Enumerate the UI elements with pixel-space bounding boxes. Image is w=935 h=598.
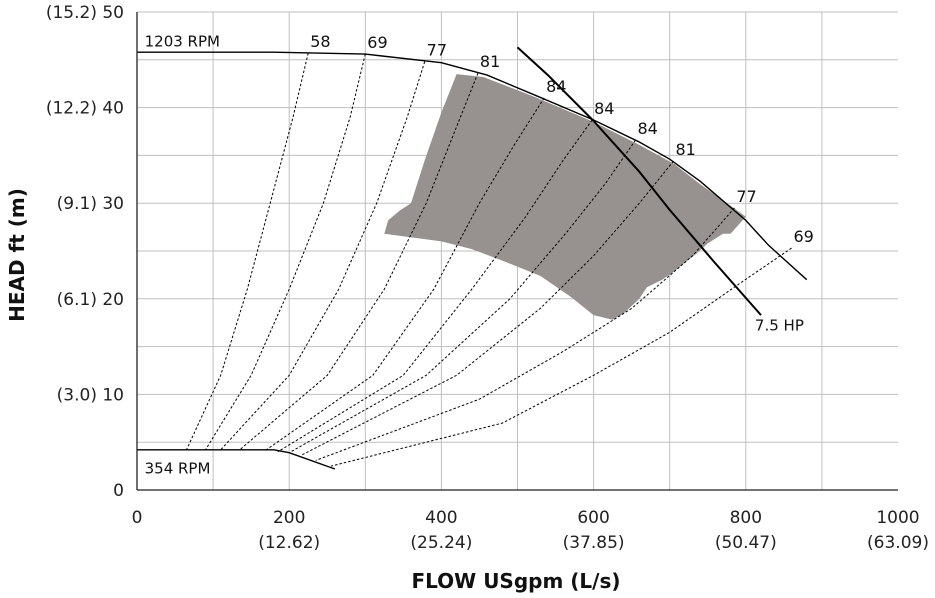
chart-labels: 0 (3.0) 10 (6.1) 20 (9.1) 30 (12.2) 40 (15.2)… bbox=[46, 3, 929, 553]
efficiency-curves bbox=[186, 52, 792, 467]
efficiency-curve bbox=[220, 61, 426, 451]
x-tick-sublabel: (25.24) bbox=[410, 533, 472, 553]
x-tick-label: 600 bbox=[577, 508, 609, 528]
efficiency-curve bbox=[288, 139, 636, 454]
x-tick-label: 200 bbox=[273, 508, 305, 528]
shaded-region bbox=[384, 74, 746, 320]
efficiency-curve bbox=[266, 97, 545, 451]
x-tick-label: 1000 bbox=[876, 508, 919, 528]
x-tick-label: 0 bbox=[132, 508, 143, 528]
efficiency-label: 58 bbox=[310, 32, 330, 51]
y-tick-label: (9.1) 30 bbox=[57, 194, 124, 214]
efficiency-curve bbox=[186, 52, 309, 451]
y-tick-label: (15.2) 50 bbox=[46, 3, 124, 23]
x-tick-sublabel: (63.09) bbox=[867, 533, 929, 553]
efficiency-label: 84 bbox=[637, 119, 657, 138]
efficiency-label: 84 bbox=[546, 77, 566, 96]
x-tick-sublabel: (37.85) bbox=[563, 533, 625, 553]
efficiency-label: 77 bbox=[427, 41, 447, 60]
horsepower-line bbox=[516, 46, 762, 316]
y-tick-label: 0 bbox=[113, 481, 124, 501]
x-tick-sublabel: (50.47) bbox=[715, 533, 777, 553]
x-tick-label: 800 bbox=[730, 508, 762, 528]
curve-annotation: 1203 RPM bbox=[145, 32, 220, 50]
efficiency-curve bbox=[205, 53, 366, 451]
efficiency-label: 69 bbox=[367, 33, 387, 52]
curve-annotation: 354 RPM bbox=[145, 460, 211, 478]
x-tick-sublabel: (12.62) bbox=[258, 533, 320, 553]
efficiency-curve bbox=[300, 160, 674, 457]
speed-curve bbox=[137, 449, 336, 470]
x-tick-label: 400 bbox=[425, 508, 457, 528]
efficiency-label: 77 bbox=[736, 187, 756, 206]
efficiency-label: 84 bbox=[594, 99, 614, 118]
efficiency-shaded-region bbox=[384, 74, 746, 320]
axes bbox=[136, 12, 898, 491]
efficiency-curve bbox=[277, 119, 593, 453]
efficiency-label: 69 bbox=[793, 227, 813, 246]
efficiency-label: 81 bbox=[676, 140, 696, 159]
y-tick-label: (3.0) 10 bbox=[57, 385, 124, 405]
y-tick-label: (12.2) 40 bbox=[46, 99, 124, 119]
x-axis-title: FLOW USgpm (L/s) bbox=[411, 569, 620, 593]
efficiency-label: 81 bbox=[480, 52, 500, 71]
efficiency-curve bbox=[239, 73, 479, 451]
y-tick-label: (6.1) 20 bbox=[57, 290, 124, 310]
y-axis-title: HEAD ft (m) bbox=[5, 188, 29, 322]
curve-annotation: 7.5 HP bbox=[755, 316, 804, 334]
horsepower-curve bbox=[516, 46, 762, 316]
